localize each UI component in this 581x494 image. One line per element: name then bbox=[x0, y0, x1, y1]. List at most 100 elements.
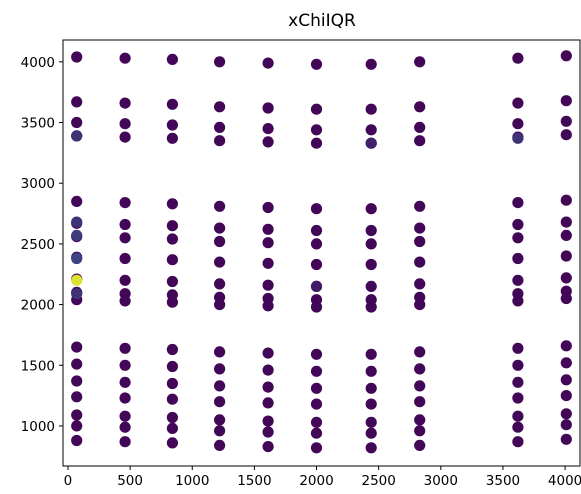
scatter-point bbox=[365, 58, 377, 70]
scatter-point bbox=[262, 441, 274, 453]
scatter-point bbox=[414, 380, 426, 392]
scatter-point bbox=[119, 342, 131, 354]
scatter-point bbox=[71, 252, 83, 265]
scatter-point bbox=[512, 232, 524, 244]
scatter-point bbox=[214, 425, 226, 437]
scatter-point bbox=[310, 301, 323, 313]
scatter-point bbox=[262, 136, 274, 148]
scatter-point bbox=[560, 229, 572, 241]
scatter-point bbox=[560, 95, 572, 107]
scatter-point bbox=[71, 229, 83, 241]
scatter-point bbox=[262, 237, 274, 249]
scatter-point bbox=[71, 130, 83, 142]
scatter-point bbox=[560, 374, 572, 386]
scatter-point bbox=[414, 278, 426, 290]
scatter-point bbox=[512, 52, 524, 64]
scatter-point bbox=[214, 299, 226, 311]
scatter-point bbox=[414, 135, 426, 147]
scatter-point bbox=[365, 382, 377, 394]
scatter-point bbox=[119, 131, 131, 143]
scatter-point bbox=[262, 223, 274, 235]
scatter-point bbox=[166, 220, 178, 232]
scatter-point bbox=[414, 439, 426, 451]
scatter-point bbox=[71, 288, 83, 300]
scatter-point bbox=[166, 198, 178, 210]
scatter-point bbox=[512, 197, 524, 209]
scatter-point bbox=[119, 274, 131, 286]
scatter-point bbox=[166, 360, 178, 373]
scatter-point bbox=[166, 275, 178, 288]
x-tick-label: 0 bbox=[64, 473, 73, 489]
x-tick-label: 1500 bbox=[237, 473, 271, 489]
scatter-point bbox=[119, 118, 131, 130]
scatter-point bbox=[71, 96, 83, 108]
scatter-point bbox=[262, 381, 274, 393]
scatter-point bbox=[119, 421, 131, 433]
scatter-point bbox=[71, 195, 83, 207]
scatter-point bbox=[71, 375, 83, 387]
scatter-point bbox=[365, 280, 377, 292]
x-tick-label: 500 bbox=[117, 473, 143, 489]
scatter-point bbox=[71, 409, 83, 421]
x-tick-label: 4000 bbox=[548, 473, 581, 489]
scatter-point bbox=[512, 118, 524, 130]
scatter-point bbox=[560, 390, 572, 402]
scatter-point bbox=[310, 224, 323, 237]
scatter-point bbox=[214, 101, 226, 113]
scatter-point bbox=[166, 422, 178, 434]
scatter-point bbox=[214, 396, 226, 408]
plot-frame bbox=[62, 39, 581, 467]
x-tick-label: 3000 bbox=[424, 473, 458, 489]
scatter-point bbox=[71, 420, 83, 432]
y-axis: 1000 1500 2000 2500 3000 3500 4000 bbox=[21, 55, 63, 435]
scatter-point bbox=[365, 224, 377, 237]
scatter-point bbox=[560, 129, 572, 141]
scatter-point bbox=[414, 200, 426, 212]
scatter-point bbox=[214, 235, 226, 248]
x-tick-label: 3500 bbox=[486, 473, 520, 489]
scatter-point bbox=[166, 132, 178, 144]
scatter-point bbox=[262, 57, 274, 69]
scatter-point bbox=[414, 101, 426, 113]
scatter-point bbox=[214, 346, 226, 358]
scatter-point bbox=[365, 427, 377, 439]
scatter-point bbox=[365, 365, 377, 377]
y-tick-label: 3000 bbox=[21, 176, 55, 192]
scatter-point bbox=[310, 398, 323, 410]
scatter-point bbox=[166, 119, 178, 131]
scatter-point bbox=[119, 376, 131, 388]
scatter-point bbox=[262, 123, 274, 135]
scatter-point bbox=[166, 233, 178, 245]
scatter-point bbox=[214, 256, 226, 268]
y-tick-label: 2500 bbox=[21, 237, 55, 253]
scatter-point bbox=[71, 274, 83, 286]
scatter-point bbox=[310, 382, 323, 394]
scatter-point bbox=[310, 365, 323, 377]
scatter-point bbox=[310, 258, 323, 271]
scatter-point bbox=[512, 392, 524, 404]
scatter-point bbox=[262, 364, 274, 376]
scatter-point bbox=[560, 216, 572, 228]
scatter-point bbox=[214, 200, 226, 212]
scatter-point bbox=[365, 103, 377, 115]
scatter-point bbox=[365, 416, 377, 428]
x-tick-label: 2500 bbox=[361, 473, 395, 489]
scatter-point bbox=[512, 376, 524, 388]
x-axis: 0 500 1000 1500 2000 2500 3000 3500 4000 bbox=[64, 466, 581, 489]
scatter-point bbox=[365, 124, 377, 136]
scatter-point bbox=[310, 280, 323, 292]
scatter-point bbox=[119, 197, 131, 209]
scatter-point bbox=[560, 272, 572, 284]
scatter-point bbox=[512, 421, 524, 433]
scatter-point bbox=[512, 97, 524, 109]
scatter-point bbox=[262, 279, 274, 291]
scatter-point bbox=[166, 98, 178, 110]
scatter-point bbox=[310, 238, 323, 250]
scatter-point bbox=[414, 414, 426, 426]
scatter-point bbox=[560, 50, 572, 62]
scatter-point bbox=[214, 135, 226, 147]
scatter-point bbox=[414, 56, 426, 68]
scatter-point bbox=[262, 257, 274, 269]
scatter-point bbox=[560, 340, 572, 352]
